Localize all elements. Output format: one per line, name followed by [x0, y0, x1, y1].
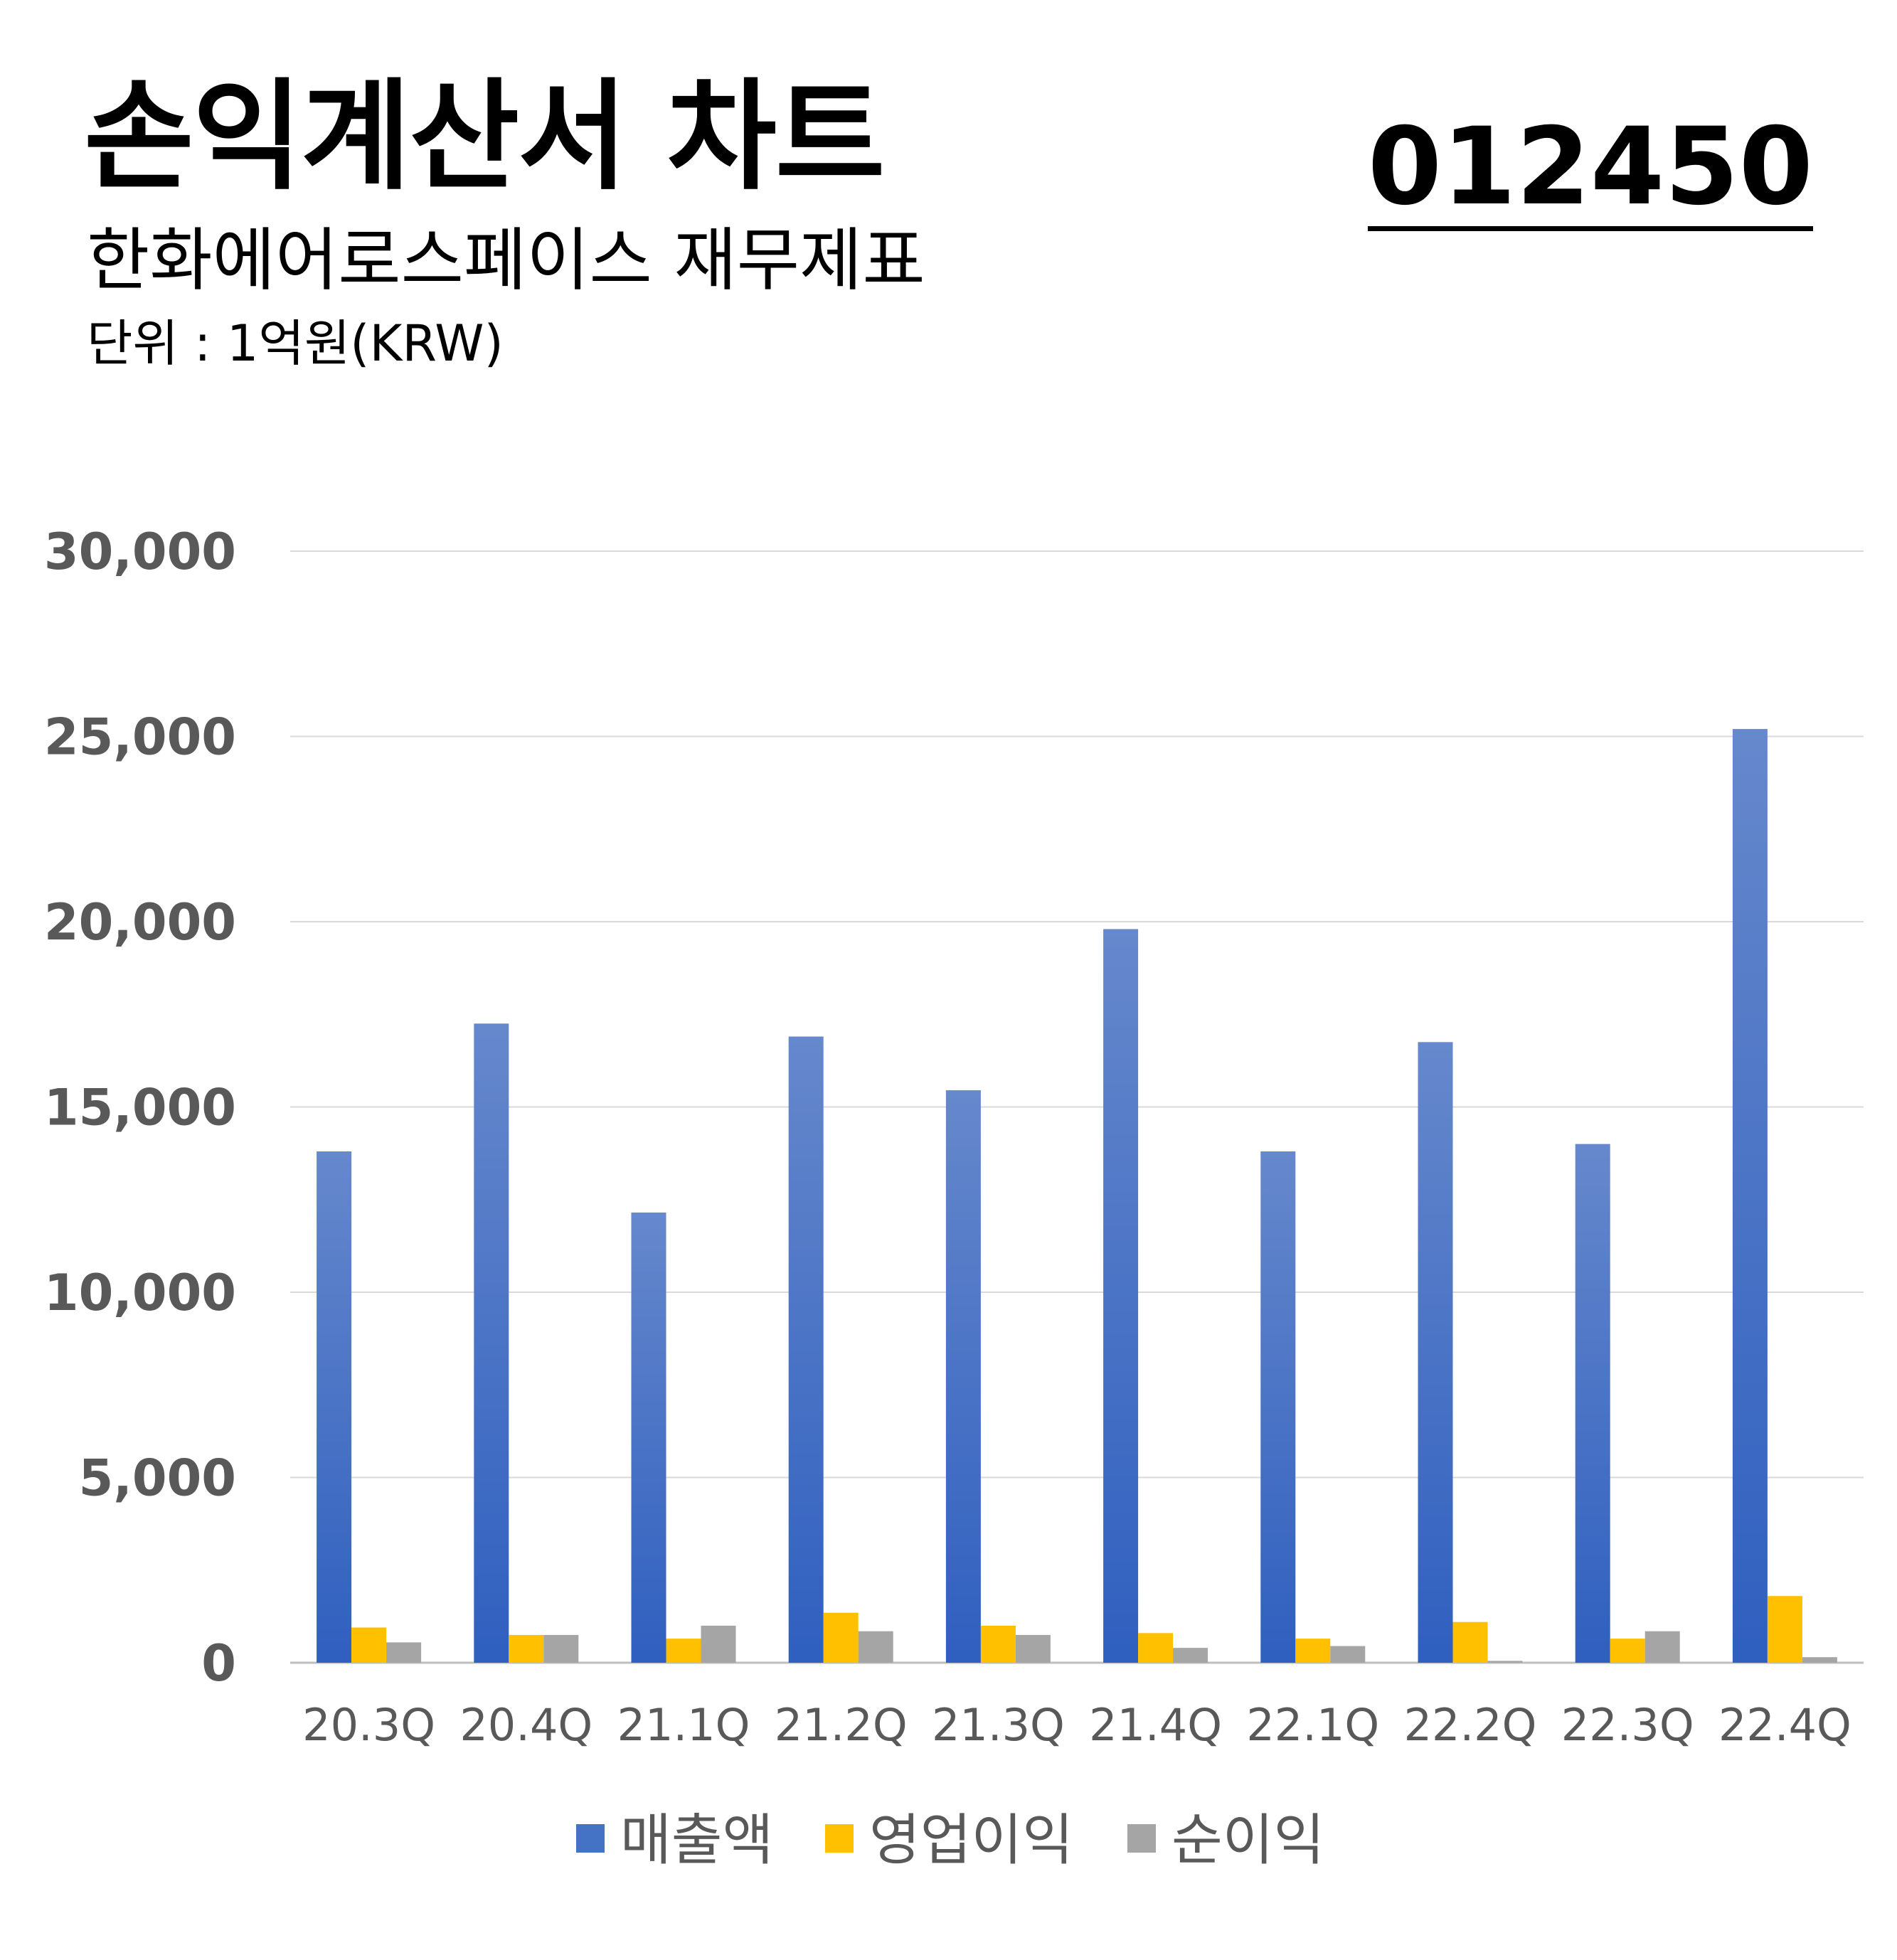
- bar-net-profit: [1173, 1648, 1208, 1663]
- bar-net-profit: [1487, 1661, 1523, 1663]
- y-tick-label: 20,000: [44, 893, 236, 952]
- x-tick-label: 21.1Q: [617, 1699, 750, 1751]
- chart-title: 손익계산서 차트: [84, 67, 885, 206]
- bar-operating-profit: [1452, 1621, 1488, 1663]
- legend: 매출액 영업이익 순이익: [576, 1809, 1324, 1873]
- bar-net-profit: [858, 1631, 893, 1663]
- x-tick-label: 20.3Q: [302, 1699, 435, 1751]
- x-tick-label: 22.2Q: [1404, 1699, 1537, 1751]
- legend-swatch: [1127, 1824, 1156, 1853]
- bar-revenue: [788, 1036, 824, 1663]
- x-tick-label: 22.1Q: [1246, 1699, 1379, 1751]
- bar-operating-profit: [509, 1634, 544, 1663]
- bar-revenue: [1418, 1042, 1453, 1663]
- bar-operating-profit: [823, 1612, 859, 1663]
- bar-operating-profit: [1767, 1596, 1802, 1663]
- legend-label: 영업이익: [869, 1809, 1073, 1873]
- legend-swatch: [825, 1824, 854, 1853]
- y-tick-label: 15,000: [44, 1079, 236, 1137]
- bar-revenue: [317, 1151, 352, 1663]
- bar-revenue: [631, 1212, 666, 1663]
- bar-net-profit: [1015, 1634, 1051, 1663]
- y-axis-ticks: 0 5,000 10,000 15,000 20,000 25,000 30,000: [44, 523, 236, 1693]
- x-tick-label: 22.3Q: [1561, 1699, 1694, 1751]
- unit-label: 단위 : 1억원(KRW): [87, 314, 504, 373]
- bar-revenue: [1575, 1144, 1610, 1663]
- bar-revenue: [945, 1090, 981, 1663]
- bars: [317, 729, 1837, 1663]
- y-tick-label: 0: [201, 1634, 236, 1693]
- bar-operating-profit: [1610, 1639, 1645, 1663]
- bar-net-profit: [1330, 1646, 1366, 1663]
- bar-net-profit: [543, 1634, 579, 1663]
- x-tick-label: 22.4Q: [1718, 1699, 1851, 1751]
- x-tick-label: 21.3Q: [932, 1699, 1065, 1751]
- y-tick-label: 5,000: [79, 1449, 236, 1508]
- x-tick-label: 21.2Q: [775, 1699, 908, 1751]
- x-axis-ticks: 20.3Q 20.4Q 21.1Q 21.2Q 21.3Q 21.4Q 22.1Q 22.2Q…: [302, 1699, 1851, 1751]
- legend-label: 매출액: [620, 1809, 773, 1873]
- bar-revenue: [474, 1023, 509, 1663]
- legend-label: 순이익: [1171, 1809, 1324, 1873]
- legend-swatch: [576, 1824, 605, 1853]
- y-tick-label: 30,000: [44, 523, 236, 581]
- bar-operating-profit: [351, 1627, 387, 1663]
- y-tick-label: 25,000: [44, 708, 236, 767]
- y-tick-label: 10,000: [44, 1264, 236, 1322]
- grid-lines: [290, 550, 1864, 1664]
- x-tick-label: 20.4Q: [459, 1699, 593, 1751]
- stock-code: 012450: [1367, 114, 1813, 231]
- bar-revenue: [1732, 729, 1768, 1663]
- bar-net-profit: [386, 1642, 422, 1663]
- bar-net-profit: [1802, 1657, 1837, 1663]
- bar-revenue: [1103, 929, 1139, 1663]
- bar-operating-profit: [1138, 1633, 1174, 1663]
- bar-operating-profit: [666, 1639, 701, 1663]
- bar-operating-profit: [1295, 1639, 1331, 1663]
- bar-revenue: [1260, 1151, 1296, 1663]
- bar-net-profit: [1644, 1631, 1680, 1663]
- x-tick-label: 21.4Q: [1089, 1699, 1222, 1751]
- bar-operating-profit: [980, 1625, 1016, 1663]
- chart-subtitle: 한화에어로스페이스 재무제표: [87, 220, 925, 300]
- bar-net-profit: [701, 1625, 736, 1663]
